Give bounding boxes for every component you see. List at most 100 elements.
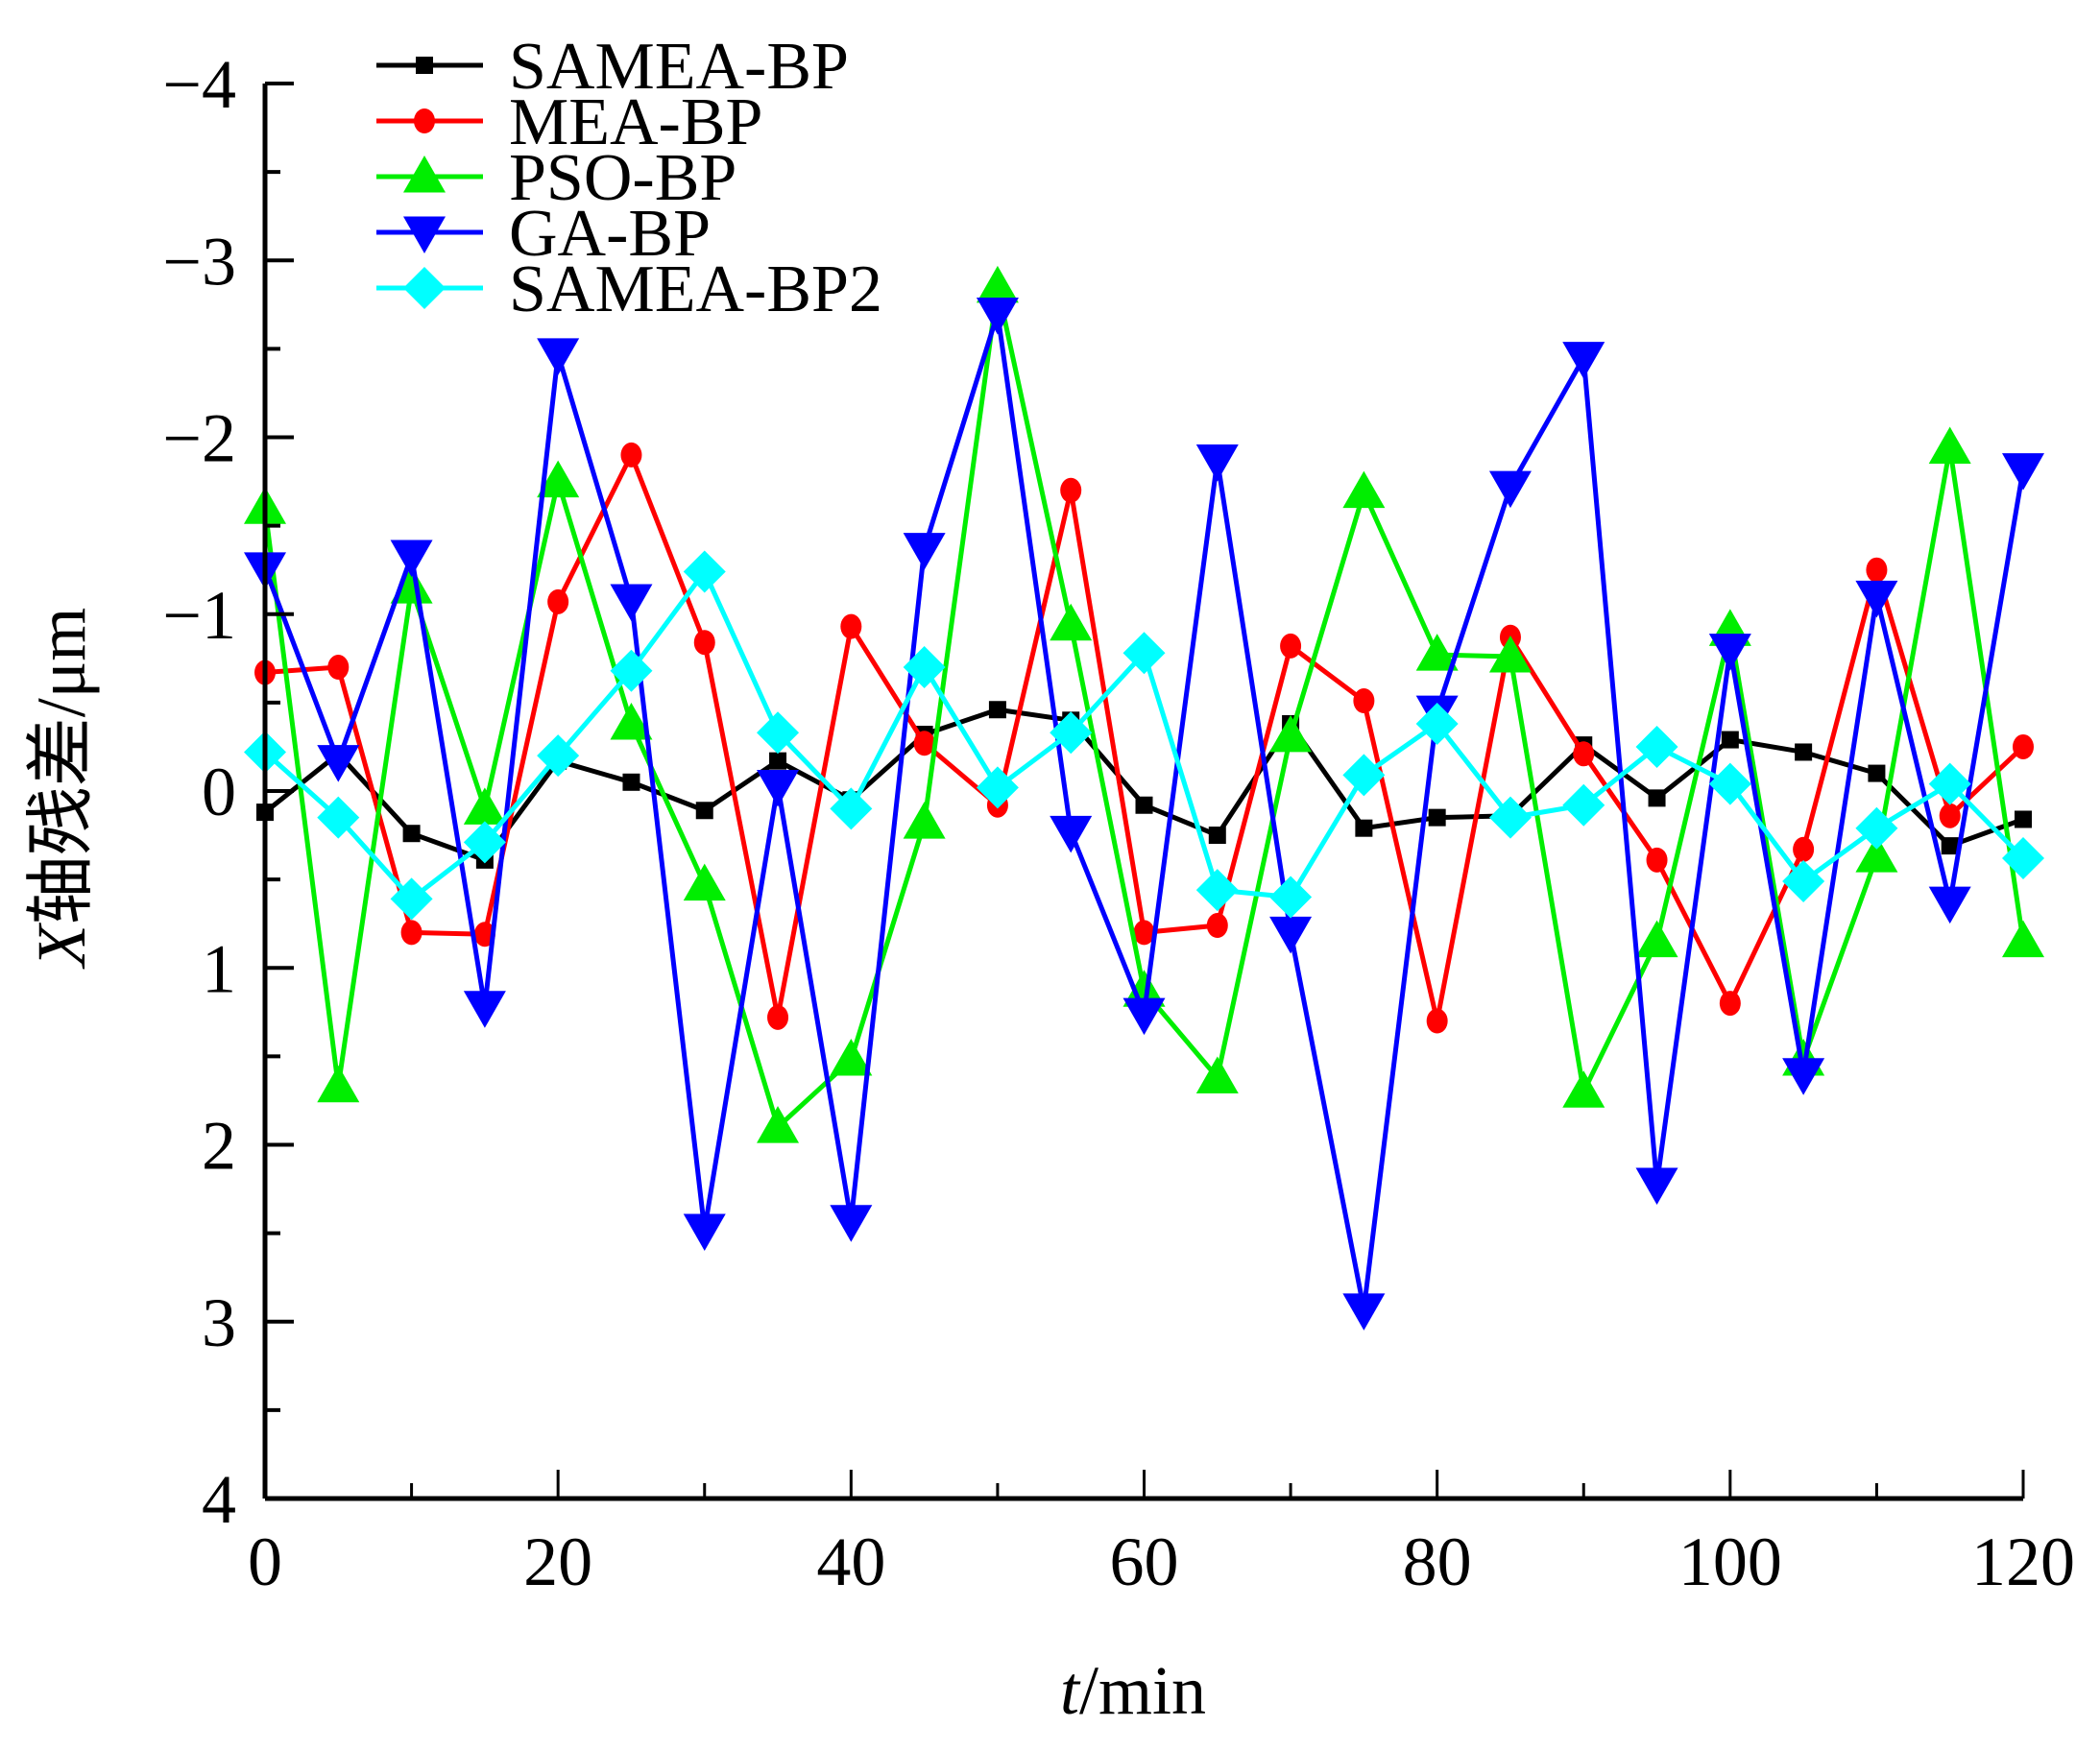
data-point (1635, 920, 1678, 958)
data-point (757, 769, 800, 807)
data-point (400, 920, 422, 946)
x-axis-title: t/min (1060, 1652, 1206, 1729)
data-point (1488, 635, 1532, 673)
data-point (390, 877, 433, 921)
data-point (537, 338, 580, 375)
data-point (683, 863, 726, 901)
legend-item: SAMEA-BP (376, 30, 849, 104)
data-point (1782, 1058, 1825, 1095)
data-point (830, 1039, 873, 1076)
x-tick-label: 20 (523, 1523, 592, 1600)
legend-item: PSO-BP (376, 141, 736, 215)
data-point (903, 533, 946, 570)
data-point (1135, 796, 1153, 814)
data-point (1060, 477, 1082, 503)
data-point (1269, 916, 1313, 954)
data-point (317, 1065, 360, 1103)
data-point (1195, 1056, 1239, 1093)
data-point (1195, 444, 1239, 482)
data-point (2002, 453, 2044, 491)
data-point (757, 711, 800, 755)
data-point (1782, 859, 1825, 902)
data-point (547, 588, 569, 614)
data-point (1269, 714, 1313, 753)
legend-label: MEA-BP (509, 85, 762, 159)
data-point (622, 773, 640, 791)
data-point (830, 787, 873, 830)
data-point (610, 649, 653, 692)
legend-label: GA-BP (509, 197, 711, 271)
data-point (1646, 847, 1668, 873)
legend-label: PSO-BP (509, 141, 736, 215)
y-tick-label: 4 (202, 1461, 236, 1538)
data-point (390, 566, 433, 604)
legend-item: SAMEA-BP2 (376, 252, 882, 326)
data-point (1708, 634, 1751, 671)
data-point (1050, 711, 1093, 755)
data-point (1280, 633, 1302, 659)
data-point (1573, 741, 1595, 767)
series-mea-bp (254, 442, 2034, 1034)
data-point (1428, 808, 1446, 827)
data-point (988, 701, 1006, 719)
data-point (317, 796, 360, 839)
data-point (1866, 557, 1888, 583)
series-samea-bp (256, 701, 2032, 869)
legend-item: MEA-BP (376, 85, 762, 159)
y-tick-label: 3 (202, 1284, 236, 1361)
data-point (976, 298, 1019, 335)
data-point (830, 1205, 873, 1242)
legend-marker (403, 267, 446, 309)
data-point (693, 630, 715, 656)
data-point (1195, 869, 1239, 912)
data-point (769, 752, 787, 770)
data-point (1868, 764, 1886, 782)
legend-label: SAMEA-BP2 (509, 252, 882, 326)
x-tick-label: 80 (1403, 1523, 1472, 1600)
data-point (620, 442, 642, 468)
data-point (463, 991, 506, 1028)
data-point (317, 745, 360, 782)
data-point (1342, 1293, 1386, 1331)
data-point (767, 1004, 789, 1030)
data-point (757, 1106, 800, 1143)
y-tick-label: −3 (162, 223, 236, 300)
data-point (1928, 426, 1971, 465)
data-point (913, 731, 935, 756)
data-point (1562, 342, 1605, 379)
legend-label: SAMEA-BP (509, 30, 849, 104)
y-axis-title: X轴残差/μm (23, 608, 100, 971)
y-tick-label: 2 (202, 1108, 236, 1185)
data-point (1342, 754, 1386, 797)
data-point (1050, 815, 1093, 853)
x-tick-label: 0 (248, 1523, 282, 1600)
y-tick-label: −2 (162, 400, 236, 477)
x-tick-label: 120 (1971, 1523, 2075, 1600)
series-samea-bp2 (244, 550, 2044, 921)
data-point (1795, 743, 1813, 761)
data-point (1855, 580, 1898, 618)
data-point (1488, 470, 1532, 509)
data-point (1208, 827, 1226, 845)
data-point (976, 265, 1019, 303)
data-point (1122, 997, 1166, 1036)
data-point (840, 613, 862, 639)
y-tick-label: 0 (202, 754, 236, 830)
data-point (2015, 810, 2032, 828)
y-tick-label: −1 (162, 577, 236, 654)
data-point (1719, 991, 1741, 1017)
plot-series (244, 265, 2044, 1331)
data-point (1635, 1167, 1678, 1206)
data-point (1122, 632, 1166, 675)
x-tick-label: 40 (816, 1523, 885, 1600)
data-point (1635, 725, 1678, 768)
x-tick-label: 100 (1678, 1523, 1782, 1600)
data-point (1415, 634, 1459, 671)
data-point (1855, 835, 1898, 873)
data-point (2002, 837, 2044, 880)
data-point (1855, 806, 1898, 850)
y-tick-label: −4 (162, 46, 236, 123)
data-point (683, 550, 726, 593)
